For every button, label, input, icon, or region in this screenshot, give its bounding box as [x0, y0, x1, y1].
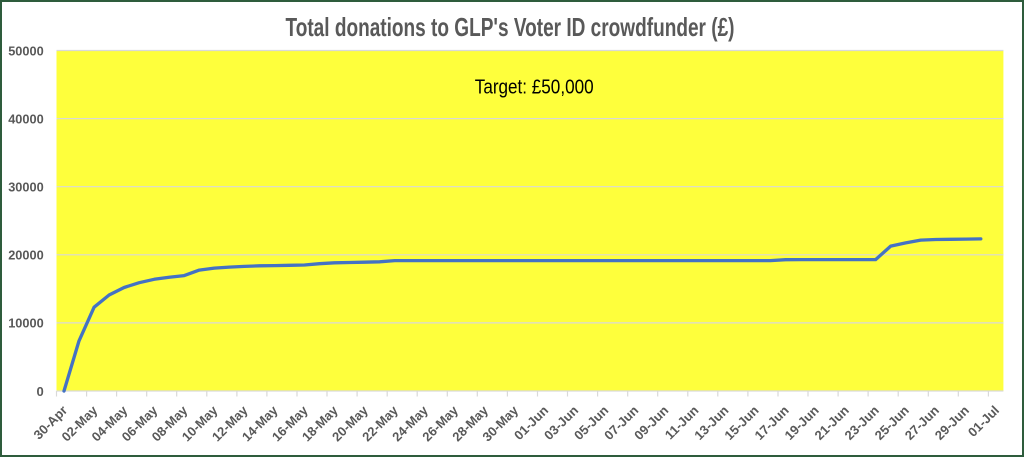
svg-text:10000: 10000 — [8, 316, 44, 331]
svg-text:20000: 20000 — [8, 248, 44, 263]
svg-text:0: 0 — [36, 384, 43, 399]
svg-text:30000: 30000 — [8, 180, 44, 195]
svg-text:Total donations to GLP's Voter: Total donations to GLP's Voter ID crowdf… — [286, 12, 735, 42]
svg-text:Target: £50,000: Target: £50,000 — [475, 75, 594, 98]
svg-text:40000: 40000 — [8, 111, 44, 126]
svg-text:50000: 50000 — [8, 43, 44, 58]
